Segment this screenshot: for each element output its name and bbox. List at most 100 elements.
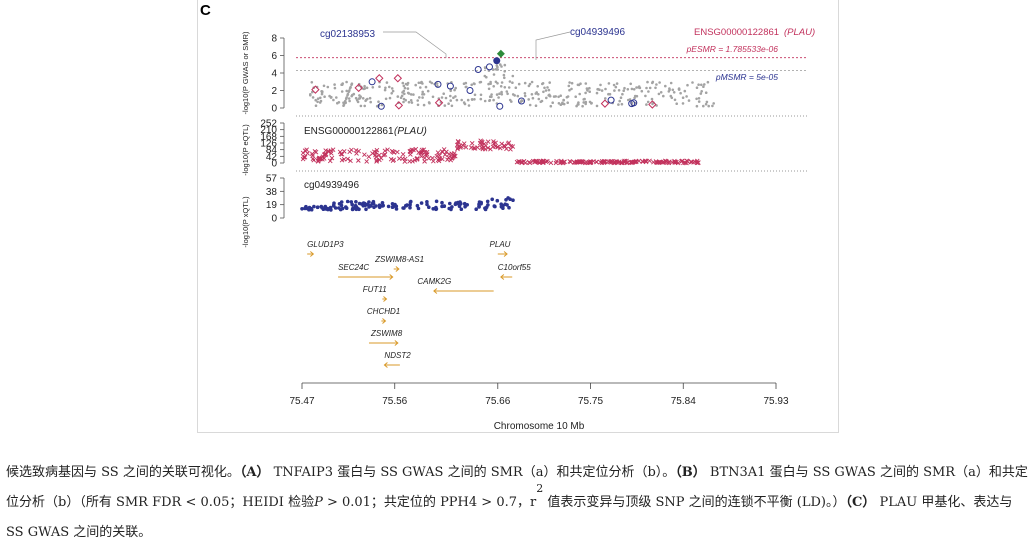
gwas-snp-point — [543, 86, 546, 90]
y-tick-label: 210 — [260, 125, 277, 136]
gwas-snp-point — [582, 101, 585, 104]
mqtl-point — [511, 198, 515, 202]
mqtl-point — [394, 204, 399, 209]
caption-part-b2: > 0.01；共定位的 PPH4 > 0.7，r — [322, 495, 537, 510]
gwas-snp-point — [500, 90, 503, 94]
gwas-snp-point — [371, 86, 375, 89]
gene-arrow — [383, 362, 388, 368]
gwas-snp-point — [632, 88, 636, 91]
eqtl-point — [421, 147, 427, 153]
gwas-snp-point — [549, 104, 553, 108]
gwas-snp-point — [310, 81, 314, 84]
gwas-snp-point — [584, 82, 588, 85]
mqtl-point — [474, 207, 479, 211]
y-tick-label: 38 — [266, 187, 278, 198]
gwas-snp-point — [403, 86, 407, 90]
annotation-cg04939496: cg04939496 — [570, 27, 625, 38]
gwas-snp-point — [369, 100, 372, 104]
y-tick-label: 6 — [271, 51, 277, 62]
mqtl-point — [370, 201, 375, 206]
gene-label: NDST2 — [384, 351, 411, 360]
eqtl-point — [419, 147, 425, 153]
gwas-snp-point — [449, 99, 452, 102]
gwas-snp-point — [452, 96, 455, 99]
gene-arrow — [382, 318, 387, 324]
gwas-snp-point — [620, 102, 624, 106]
smr-expression-point — [311, 85, 320, 94]
mqtl-point — [479, 200, 484, 205]
gwas-snp-point — [617, 103, 620, 106]
eqtl-point — [527, 160, 533, 166]
gwas-snp-point — [621, 92, 624, 96]
gwas-snp-point — [618, 99, 621, 103]
mqtl-point — [394, 207, 399, 211]
gwas-snp-point — [462, 101, 466, 104]
gwas-snp-point — [557, 95, 560, 99]
eqtl-point — [628, 160, 633, 165]
gwas-snp-point — [428, 80, 432, 84]
gwas-snp-point — [584, 91, 587, 95]
gwas-snp-point — [523, 92, 527, 95]
mqtl-point — [504, 198, 508, 202]
mqtl-point — [304, 204, 308, 209]
gwas-snp-point — [311, 96, 315, 99]
gwas-snp-point — [390, 87, 394, 90]
eqtl-point — [669, 160, 675, 165]
gwas-snp-point — [417, 81, 421, 85]
gwas-snp-point — [628, 98, 632, 101]
threshold-label-msmr: pMSMR = 5e-05 — [715, 72, 778, 82]
threshold-label-esmr: pESMR = 1.785533e-06 — [686, 44, 779, 54]
eqtl-point — [407, 148, 413, 154]
gwas-snp-point — [699, 92, 703, 95]
gwas-snp-point — [568, 81, 571, 84]
gwas-snp-point — [568, 88, 571, 92]
top-snp-point — [493, 57, 501, 65]
y-tick-label: 168 — [260, 132, 277, 143]
gwas-snp-point — [500, 93, 504, 96]
annotation-leader — [383, 31, 447, 58]
eqtl-point — [636, 158, 642, 164]
gwas-snp-point — [507, 86, 511, 89]
gwas-snp-point — [497, 96, 500, 99]
smr-expression-point — [648, 100, 657, 109]
eqtl-point — [506, 140, 512, 146]
eqtl-point — [454, 142, 460, 148]
y-tick-label: 126 — [260, 139, 277, 150]
gwas-snp-point — [706, 80, 710, 84]
gwas-snp-point — [388, 96, 392, 100]
locus-plot: C 0 2 4 6 8 -log10(P GWAS or SMR) pESMR = 1.78… — [200, 2, 815, 432]
y-tick-label: 84 — [266, 145, 278, 156]
gwas-snp-point — [557, 102, 561, 105]
eqtl-point — [426, 156, 432, 161]
gwas-snp-point — [648, 86, 652, 90]
gwas-snp-point — [583, 97, 586, 101]
caption-intro: 候选致病基因与 SS 之间的关联可视化。 — [6, 465, 240, 480]
gene-label: C10orf55 — [498, 263, 531, 272]
gwas-snp-point — [502, 73, 506, 77]
eqtl-point — [444, 149, 449, 155]
eqtl-point — [651, 159, 656, 165]
gwas-snp-point — [581, 104, 584, 108]
gwas-snp-point — [361, 97, 365, 100]
mqtl-point — [408, 205, 412, 210]
caption-part-a: TNFAIP3 蛋白与 SS GWAS 之间的 SMR（a）和共定位分析（b）。 — [269, 465, 676, 480]
eqtl-point — [400, 151, 406, 157]
eqtl-point — [608, 158, 614, 164]
gwas-snp-point — [492, 85, 496, 88]
mqtl-point — [499, 202, 504, 206]
mqtl-point — [419, 201, 424, 205]
caption-superscript: 2 — [536, 482, 544, 495]
gwas-snp-point — [595, 91, 599, 95]
gwas-snp-point — [613, 89, 616, 92]
mqtl-point — [332, 204, 336, 208]
gwas-snp-point — [499, 63, 502, 66]
gwas-snp-point — [570, 87, 573, 91]
eqtl-point — [688, 159, 694, 165]
eqtl-point — [422, 159, 427, 164]
gwas-snp-point — [314, 98, 317, 102]
gene-label: CAMK2G — [417, 277, 451, 286]
eqtl-point — [672, 158, 677, 164]
gwas-snp-point — [496, 82, 499, 85]
gwas-snp-point — [700, 83, 703, 87]
x-axis-label: Chromosome 10 Mb — [494, 421, 585, 432]
